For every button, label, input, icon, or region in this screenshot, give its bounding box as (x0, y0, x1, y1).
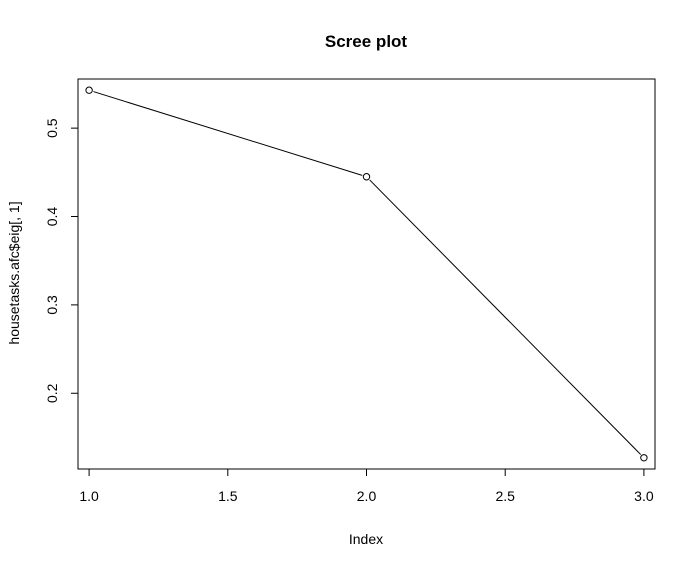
y-tick-label: 0.4 (44, 207, 60, 227)
x-axis: 1.0 1.5 2.0 2.5 3.0 (79, 469, 653, 504)
y-tick-label: 0.3 (44, 295, 60, 315)
y-tick-label: 0.2 (44, 383, 60, 403)
data-point (86, 87, 92, 93)
x-axis-label: Index (349, 531, 383, 547)
series-line-segment (93, 92, 362, 176)
x-tick-label: 1.5 (218, 488, 238, 504)
x-tick-label: 2.0 (357, 488, 377, 504)
data-point (363, 174, 369, 180)
series-line-segment (370, 180, 641, 455)
x-tick-label: 2.5 (495, 488, 515, 504)
data-point (641, 455, 647, 461)
x-tick-label: 1.0 (79, 488, 99, 504)
y-tick-label: 0.5 (44, 118, 60, 138)
chart-title: Scree plot (325, 32, 408, 51)
y-axis: 0.2 0.3 0.4 0.5 (44, 118, 78, 403)
data-series (86, 87, 647, 461)
plot-frame (78, 79, 655, 469)
y-axis-label: housetasks.afc$eig[, 1] (6, 201, 22, 344)
x-tick-label: 3.0 (634, 488, 654, 504)
